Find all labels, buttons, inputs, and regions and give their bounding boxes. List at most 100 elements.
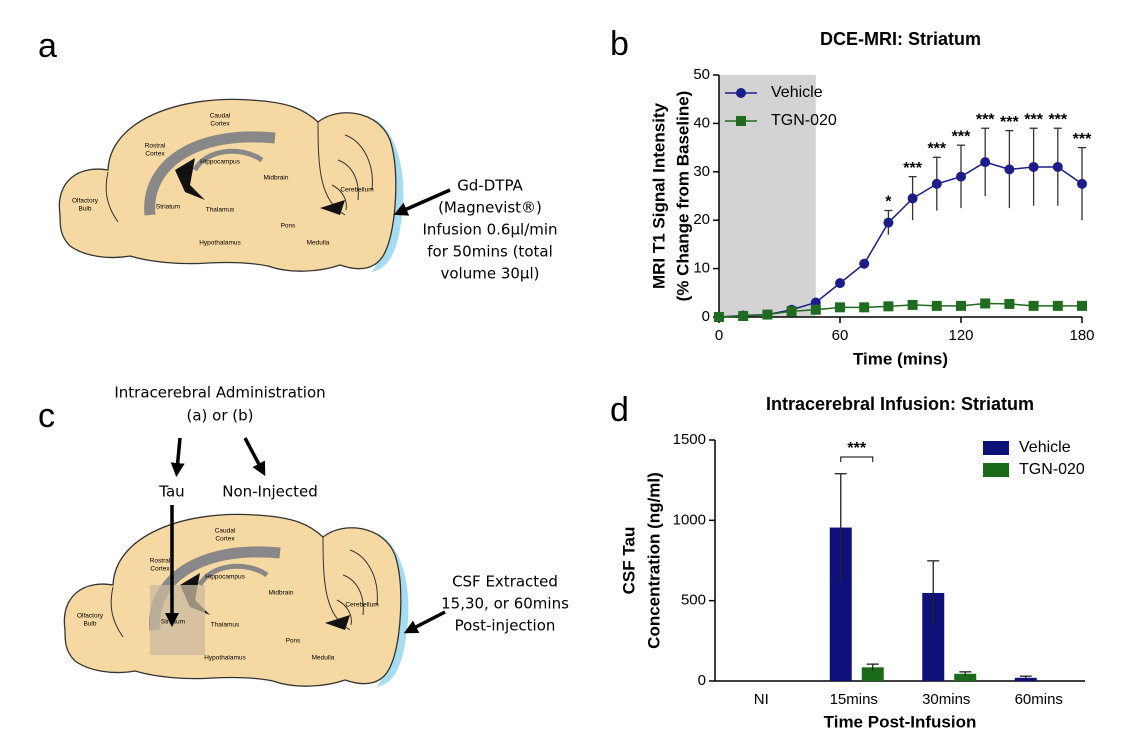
legend-label: TGN-020 [771,112,837,129]
bar [829,527,852,681]
note-line: (Magnevist®) [438,199,542,217]
note-line: for 50mins (total [427,243,553,261]
y-axis-label: Concentration (ng/ml) [644,472,663,649]
y-tick-label: 0 [702,308,710,325]
region-label: Striatum [156,204,180,211]
shaded-region [719,75,816,317]
marker [907,193,918,204]
marker [714,312,724,322]
region-label: Cerebellum [345,602,378,609]
region-label: Olfactory [72,198,99,205]
marker [1077,300,1087,311]
marker [931,300,942,311]
marker [859,302,870,313]
region-label: Cortex [145,151,165,158]
significance: *** [952,128,971,145]
x-tick-label: 15mins [830,691,878,708]
marker [883,301,894,312]
region-label: Cortex [215,536,235,543]
region-label: Medulla [307,240,330,247]
region-label: Midbrain [264,175,289,182]
series-line [718,302,1082,318]
panel-label: d [610,391,629,429]
legend-marker [736,88,746,98]
x-tick-label: 0 [715,327,723,344]
x-tick-label: 60mins [1015,691,1063,708]
note-line: Gd-DTPA [457,177,523,195]
region-label: Hippocampus [205,574,245,581]
panel-label: a [38,27,57,65]
significance: *** [903,160,922,177]
region-label: Thalamus [206,207,235,214]
region-label: Olfactory [77,613,104,620]
y-tick-label: 40 [693,114,710,131]
marker [1077,178,1087,189]
marker [810,304,821,315]
legend-label: TGN-020 [1019,461,1085,478]
note-line: CSF Extracted [452,573,558,591]
y-tick-label: 50 [693,66,710,83]
region-label: Cortex [210,121,230,128]
note-line: 15,30, or 60mins [441,595,569,613]
marker [956,300,966,311]
panel-label: b [610,25,629,63]
marker [980,157,991,168]
significance: *** [927,140,946,157]
marker [931,178,942,189]
significance: *** [1048,111,1067,128]
x-tick-label: 180 [1069,327,1094,344]
region-label: Rostral [150,558,171,565]
y-axis-label: (% Change from Baseline) [673,91,692,302]
marker [883,217,894,228]
bar [954,673,977,681]
significance: *** [847,440,866,457]
significance: *** [1024,111,1043,128]
significance: *** [1000,114,1019,131]
y-tick-label: 20 [693,211,710,228]
legend-label: Vehicle [771,84,823,101]
y-tick-label: 30 [693,163,710,180]
marker [1052,300,1063,311]
panel-label: c [38,397,55,435]
x-tick-label: 30mins [922,691,970,708]
marker [835,278,845,289]
marker [956,171,966,182]
x-axis-label: Time (mins) [853,349,948,368]
header-line: Intracerebral Administration [114,384,325,402]
marker [835,302,845,313]
region-label: Hippocampus [200,159,240,166]
y-tick-label: 1000 [673,511,706,528]
region-label: Striatum [161,619,185,626]
header-line: (a) or (b) [186,407,253,425]
region-label: Cortex [150,566,170,573]
marker [907,299,918,310]
bar [922,592,945,681]
marker [1028,300,1039,311]
x-tick-label: 60 [832,327,849,344]
x-tick-label: NI [754,691,769,708]
significance-bracket [840,456,874,462]
chart-title: DCE-MRI: Striatum [820,29,981,49]
region-label: Midbrain [269,590,294,597]
significance: * [885,194,892,211]
diagram-c [64,437,446,687]
region-label: Pons [281,223,297,230]
marker [1004,164,1015,175]
significance: *** [1073,131,1092,148]
y-axis-label: MRI T1 Signal Intensity [649,102,668,289]
region-label: Hypothalamus [204,655,246,662]
diagram-a [59,99,451,272]
region-label: Bulb [78,206,91,213]
note-line: Post-injection [455,617,556,635]
y-axis-label: CSF Tau [619,527,638,595]
marker [859,258,870,269]
marker [762,309,773,320]
y-tick-label: 0 [698,672,706,689]
legend-swatch [983,463,1009,477]
region-label: Hypothalamus [199,240,241,247]
charts: DCE-MRI: Striatum Time (mins) MRI T1 Signa… [619,29,1094,732]
note-line: volume 30µl) [441,265,540,283]
y-tick-label: 1500 [673,431,706,448]
